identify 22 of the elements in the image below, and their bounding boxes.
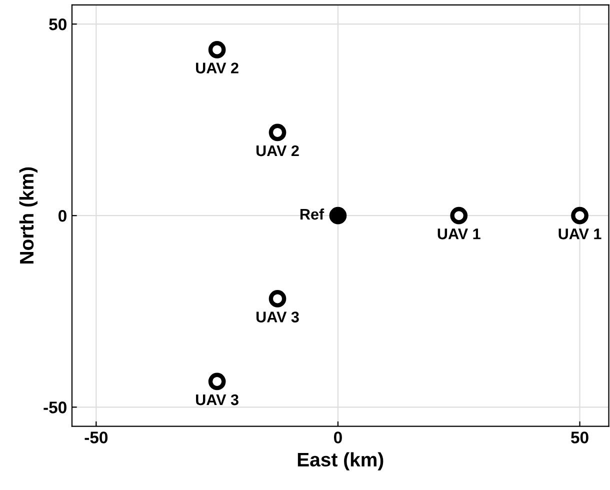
annotation: Ref <box>300 208 324 220</box>
y-tick-label: -50 <box>44 402 66 414</box>
annotation: UAV 3 <box>256 312 299 322</box>
point <box>208 372 226 390</box>
annotation: UAV 3 <box>196 394 238 406</box>
point <box>571 206 588 224</box>
y-tick-label: 50 <box>49 18 66 30</box>
y-tick-label: 0 <box>58 210 66 222</box>
x-tick-label: -50 <box>84 432 108 444</box>
annotation: UAV 1 <box>438 228 480 240</box>
point <box>329 206 347 224</box>
point <box>268 124 286 142</box>
annotation: UAV 1 <box>558 228 602 240</box>
y-axis-title: North (km) <box>19 167 38 264</box>
x-axis-title: East (km) <box>298 452 384 470</box>
point <box>208 41 226 58</box>
point <box>450 206 468 224</box>
annotation: UAV 2 <box>196 62 238 74</box>
annotation: UAV 2 <box>256 145 299 156</box>
x-tick-label: 0 <box>334 432 342 444</box>
point <box>268 290 286 308</box>
x-tick-label: 50 <box>571 432 588 444</box>
